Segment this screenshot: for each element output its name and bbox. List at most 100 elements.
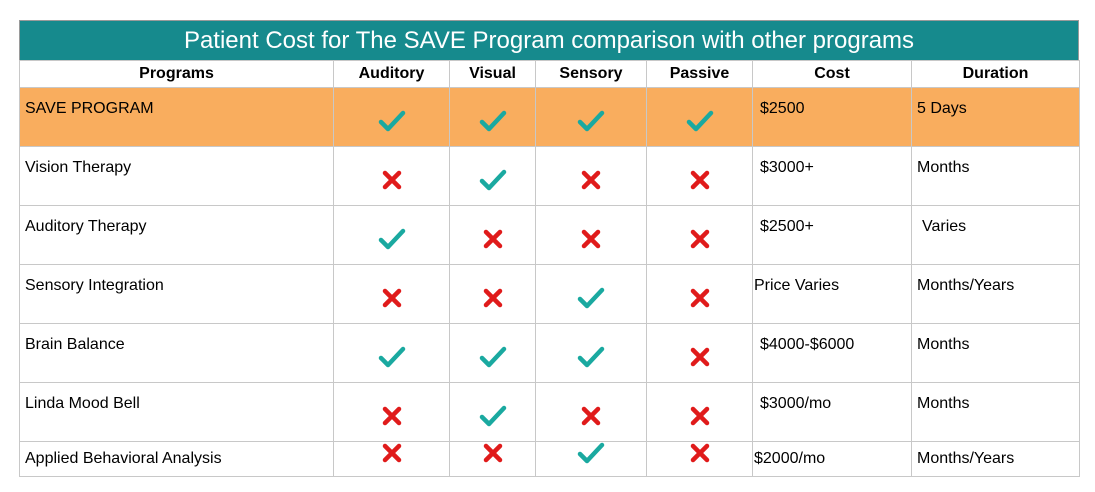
program-name: Auditory Therapy xyxy=(25,218,147,235)
cross-icon xyxy=(689,442,711,464)
table-row: Sensory Integration Price Varies Months/Ye… xyxy=(19,264,1080,324)
cross-icon xyxy=(689,228,711,250)
auditory-cell xyxy=(333,441,450,477)
duration-value: Varies xyxy=(922,218,967,235)
cross-icon xyxy=(689,405,711,427)
duration-value: Months xyxy=(917,159,970,176)
checkmark-icon xyxy=(378,345,406,369)
header-visual: Visual xyxy=(449,60,536,88)
header-row: Programs Auditory Visual Sensory Passive… xyxy=(19,60,1080,88)
program-name-cell: Vision Therapy xyxy=(19,146,334,206)
cost-cell: $2500 xyxy=(752,87,912,147)
cross-icon xyxy=(482,228,504,250)
checkmark-icon xyxy=(577,109,605,133)
duration-cell: Months xyxy=(911,382,1080,442)
visual-cell xyxy=(449,264,536,324)
header-programs: Programs xyxy=(19,60,334,88)
cost-cell: $2500+ xyxy=(752,205,912,265)
visual-cell xyxy=(449,87,536,147)
checkmark-icon xyxy=(378,227,406,251)
program-name: SAVE PROGRAM xyxy=(25,100,154,117)
duration-cell: Varies xyxy=(911,205,1080,265)
checkmark-icon xyxy=(686,109,714,133)
table-title: Patient Cost for The SAVE Program compar… xyxy=(19,20,1079,60)
sensory-cell xyxy=(535,264,647,324)
duration-cell: Months xyxy=(911,146,1080,206)
sensory-cell xyxy=(535,382,647,442)
visual-cell xyxy=(449,205,536,265)
duration-value: 5 Days xyxy=(917,100,967,117)
sensory-cell xyxy=(535,205,647,265)
cross-icon xyxy=(381,442,403,464)
checkmark-icon xyxy=(577,286,605,310)
passive-cell xyxy=(646,205,753,265)
cross-icon xyxy=(580,405,602,427)
duration-value: Months xyxy=(917,336,970,353)
program-name-cell: Applied Behavioral Analysis xyxy=(19,441,334,477)
comparison-table: Programs Auditory Visual Sensory Passive… xyxy=(19,60,1080,477)
checkmark-icon xyxy=(479,168,507,192)
auditory-cell xyxy=(333,382,450,442)
program-name: Vision Therapy xyxy=(25,159,132,176)
auditory-cell xyxy=(333,146,450,206)
cross-icon xyxy=(482,442,504,464)
cost-cell: $2000/mo xyxy=(752,441,912,477)
program-name-cell: Linda Mood Bell xyxy=(19,382,334,442)
cost-value: $3000+ xyxy=(760,159,814,176)
header-sensory: Sensory xyxy=(535,60,647,88)
checkmark-icon xyxy=(577,345,605,369)
cross-icon xyxy=(381,287,403,309)
cross-icon xyxy=(580,169,602,191)
program-name-cell: Auditory Therapy xyxy=(19,205,334,265)
sensory-cell xyxy=(535,146,647,206)
header-passive: Passive xyxy=(646,60,753,88)
cost-value: $2500 xyxy=(760,100,805,117)
duration-value: Months/Years xyxy=(917,277,1015,294)
checkmark-icon xyxy=(479,109,507,133)
cost-cell: $3000/mo xyxy=(752,382,912,442)
cost-value: $3000/mo xyxy=(760,395,832,412)
program-name-cell: Sensory Integration xyxy=(19,264,334,324)
visual-cell xyxy=(449,441,536,477)
passive-cell xyxy=(646,87,753,147)
table-row: Brain Balance $4000-$6000 Months xyxy=(19,323,1080,383)
program-name-cell: SAVE PROGRAM xyxy=(19,87,334,147)
program-name: Brain Balance xyxy=(25,336,125,353)
cross-icon xyxy=(381,405,403,427)
auditory-cell xyxy=(333,264,450,324)
table-row: SAVE PROGRAM $2500 5 Days xyxy=(19,87,1080,147)
cost-value: $2000/mo xyxy=(754,450,826,467)
duration-cell: 5 Days xyxy=(911,87,1080,147)
cross-icon xyxy=(689,346,711,368)
program-name: Linda Mood Bell xyxy=(25,395,140,412)
duration-value: Months xyxy=(917,395,970,412)
header-duration: Duration xyxy=(911,60,1080,88)
sensory-cell xyxy=(535,323,647,383)
cost-value: Price Varies xyxy=(754,277,840,294)
cross-icon xyxy=(482,287,504,309)
checkmark-icon xyxy=(378,109,406,133)
passive-cell xyxy=(646,264,753,324)
checkmark-icon xyxy=(479,345,507,369)
cost-value: $4000-$6000 xyxy=(760,336,855,353)
visual-cell xyxy=(449,323,536,383)
table-row: Applied Behavioral Analysis $2000/mo Month… xyxy=(19,441,1080,477)
passive-cell xyxy=(646,323,753,383)
program-name-cell: Brain Balance xyxy=(19,323,334,383)
table-row: Vision Therapy $3000+ Months xyxy=(19,146,1080,206)
header-cost: Cost xyxy=(752,60,912,88)
cost-cell: $3000+ xyxy=(752,146,912,206)
program-name: Sensory Integration xyxy=(25,277,164,294)
cost-cell: Price Varies xyxy=(752,264,912,324)
duration-value: Months/Years xyxy=(917,450,1015,467)
passive-cell xyxy=(646,382,753,442)
duration-cell: Months/Years xyxy=(911,264,1080,324)
cost-value: $2500+ xyxy=(760,218,814,235)
auditory-cell xyxy=(333,87,450,147)
visual-cell xyxy=(449,146,536,206)
passive-cell xyxy=(646,441,753,477)
cost-cell: $4000-$6000 xyxy=(752,323,912,383)
auditory-cell xyxy=(333,323,450,383)
passive-cell xyxy=(646,146,753,206)
duration-cell: Months xyxy=(911,323,1080,383)
